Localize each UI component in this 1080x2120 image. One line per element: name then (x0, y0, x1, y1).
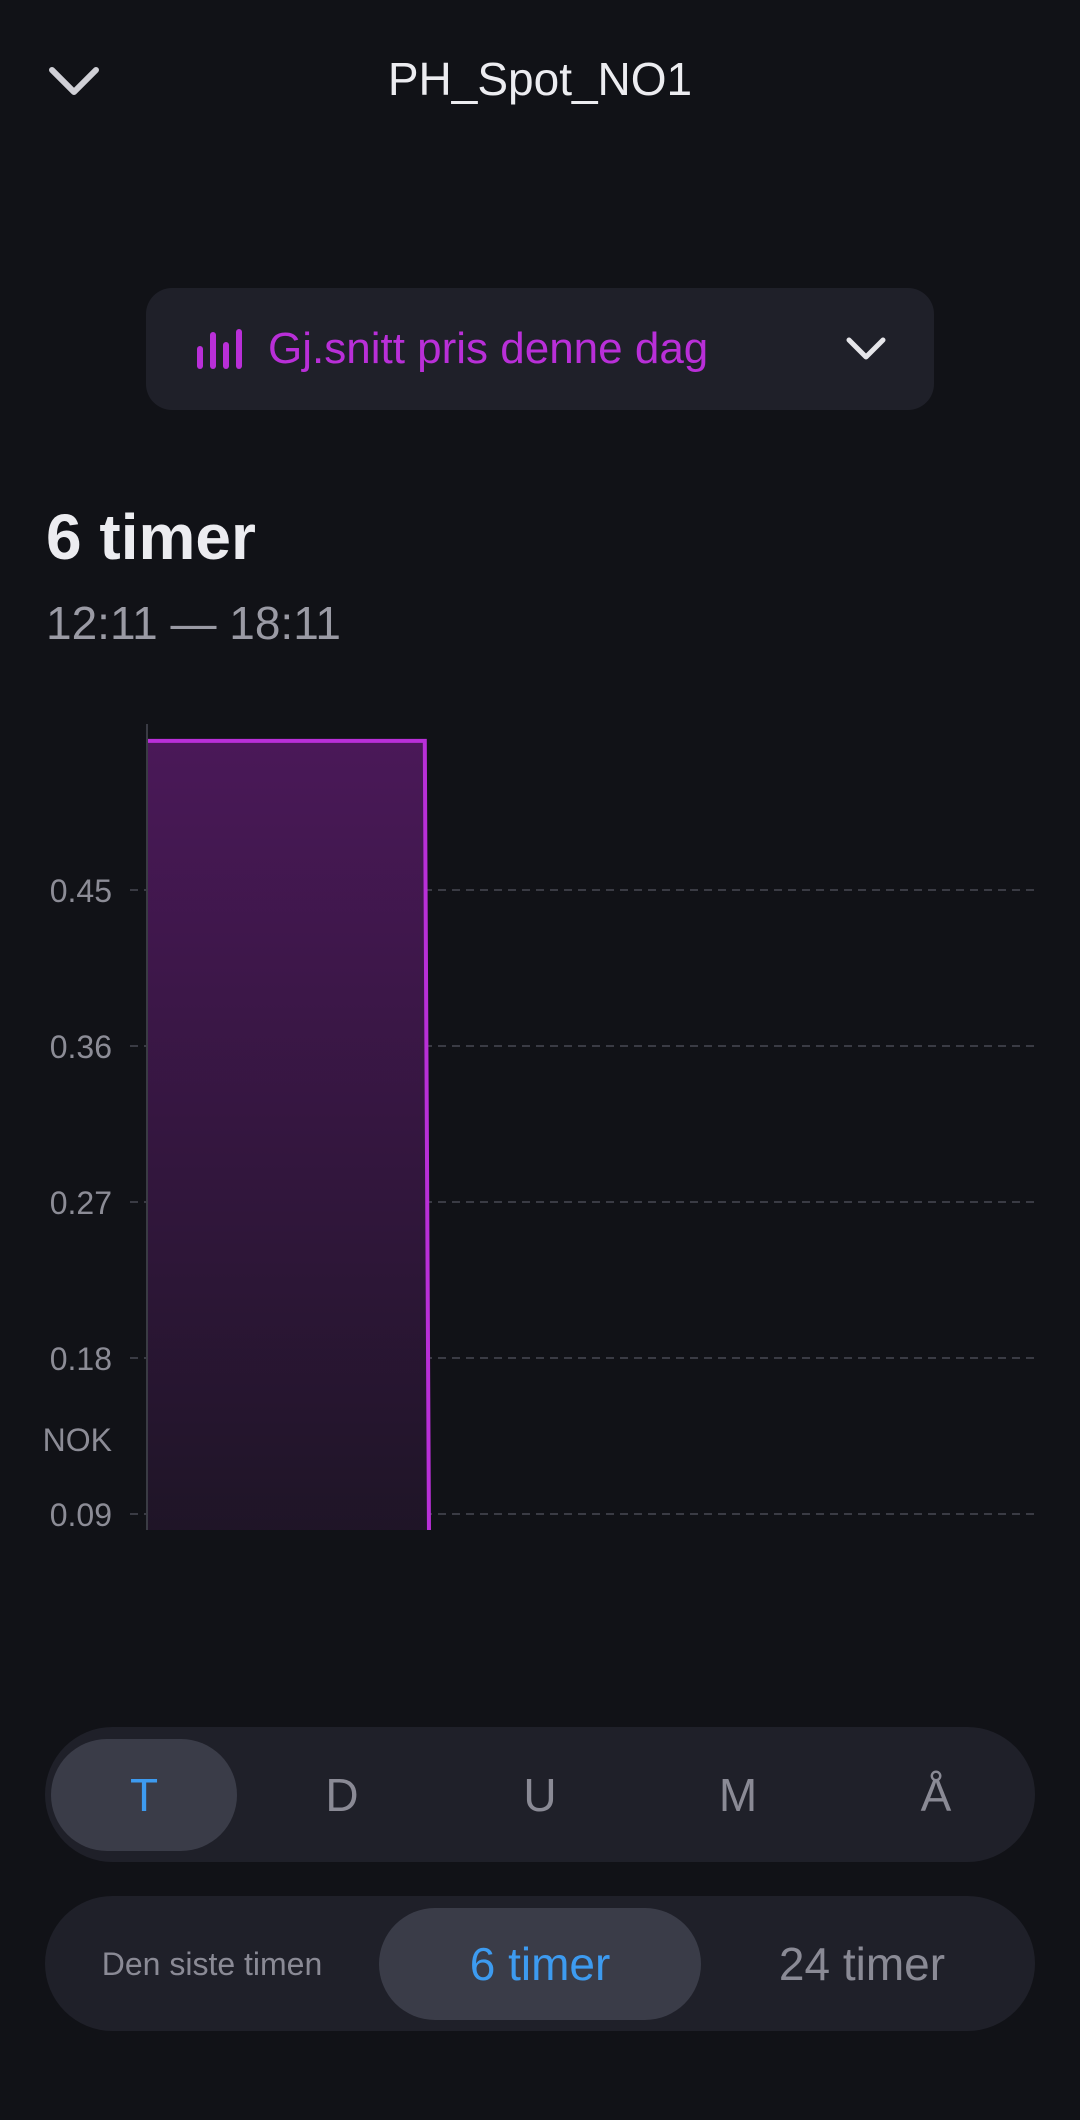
period-tab[interactable]: M (718, 1768, 758, 1821)
window-tab[interactable]: Den siste timen (101, 1945, 323, 1982)
window-tab[interactable]: 24 timer (778, 1937, 946, 1990)
bar-chart-icon (197, 329, 242, 369)
y-tick-label: 0.18 (50, 1341, 112, 1377)
price-chart: 00.090.180.270.360.45NOK13:0014:0015:001… (43, 724, 1035, 1530)
period-tab[interactable]: Å (920, 1768, 952, 1821)
area-fill (147, 740, 429, 1530)
metric-dropdown[interactable]: Gj.snitt pris denne dag (146, 288, 934, 410)
y-tick-label: 0.45 (50, 873, 112, 909)
y-tick-label: 0.09 (50, 1497, 112, 1530)
page-title: PH_Spot_NO1 (387, 53, 693, 105)
chevron-down-icon (846, 337, 886, 360)
range-title: 6 timer (46, 501, 256, 573)
period-tab[interactable]: D (325, 1768, 359, 1821)
period-tab[interactable]: T (51, 1738, 237, 1851)
chevron-down-icon[interactable] (44, 56, 104, 106)
series-line (147, 738, 431, 1530)
y-tick-label: 0.27 (50, 1185, 112, 1221)
window-selector: Den siste timen 6 timer 24 timer (45, 1896, 1035, 2031)
period-tab[interactable]: U (523, 1768, 557, 1821)
y-axis-label: NOK (43, 1422, 112, 1458)
metric-label: Gj.snitt pris denne dag (268, 324, 709, 373)
y-tick-label: 0.36 (50, 1029, 112, 1065)
range-subtitle: 12:11 — 18:11 (46, 597, 341, 649)
window-tab[interactable]: 6 timer (379, 1907, 701, 2020)
